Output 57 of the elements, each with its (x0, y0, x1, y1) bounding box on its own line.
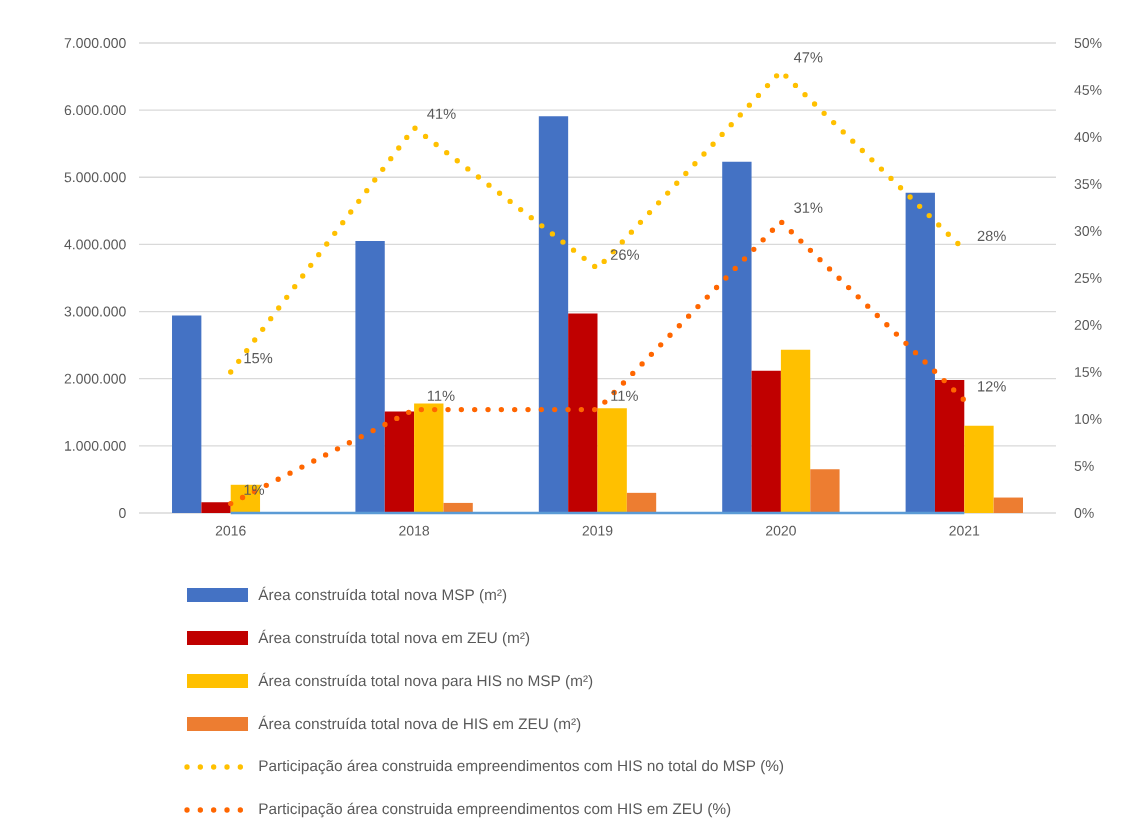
y2-tick-label: 15% (1075, 367, 1102, 377)
legend-label: Área construída total nova para HIS no MSP (m²) (258, 672, 593, 690)
x-tick-label: 2019 (582, 525, 613, 536)
bar (722, 161, 752, 513)
data-label: 47% (793, 52, 823, 63)
legend-label: Área construída total nova em ZEU (m²) (258, 629, 530, 647)
y2-tick-label: 40% (1074, 132, 1102, 142)
legend-label: Área construída total nova de HIS em ZEU (m²) (258, 715, 581, 733)
bar (414, 403, 444, 513)
bar (905, 192, 935, 513)
data-label: 28% (977, 230, 1006, 242)
bar (384, 411, 415, 513)
bar (751, 370, 781, 513)
bar (568, 313, 598, 513)
y2-tick-label: 30% (1074, 226, 1102, 236)
y-tick-label: 1.000.000 (65, 440, 126, 451)
y2-tick-label: 0% (1074, 508, 1094, 518)
bar (934, 380, 965, 513)
legend-label: Área construída total nova MSP (m²) (258, 586, 507, 604)
y-tick-label: 3.000.000 (64, 306, 126, 317)
y2-tick-label: 45% (1074, 85, 1102, 95)
y2-tick-label: 5% (1074, 461, 1094, 471)
x-tick-label: 2020 (766, 525, 796, 536)
y-tick-label: 6.000.000 (64, 105, 126, 116)
bar (538, 116, 569, 513)
bar (993, 497, 1023, 513)
y-tick-label: 4.000.000 (64, 239, 126, 250)
bar (626, 492, 657, 513)
bar (597, 408, 627, 513)
bar (201, 502, 231, 513)
data-label: 11% (611, 390, 638, 401)
bar (172, 315, 202, 513)
legend-label: Participação área construida empreendimentos com HIS no total do MSP (%) (259, 759, 784, 775)
data-label: 11% (427, 390, 455, 401)
y-tick-label: 5.000.000 (64, 172, 126, 183)
bar (810, 469, 840, 513)
y2-tick-label: 35% (1074, 179, 1102, 189)
y2-tick-label: 50% (1074, 38, 1102, 48)
y-tick-label: 2.000.000 (64, 373, 126, 384)
x-tick-label: 2021 (949, 525, 980, 536)
data-label: 15% (244, 352, 273, 364)
y2-tick-label: 10% (1075, 414, 1102, 424)
bar (443, 502, 473, 513)
legend-label: Participação área construida empreendimentos com HIS em ZEU (%) (259, 802, 731, 818)
bar (964, 425, 994, 513)
x-tick-label: 2016 (215, 525, 246, 536)
data-label: 12% (978, 381, 1006, 392)
x-tick-label: 2018 (399, 525, 430, 536)
data-label: 31% (794, 202, 823, 213)
y2-tick-label: 20% (1074, 320, 1102, 330)
bar (780, 349, 811, 513)
y-tick-label: 7.000.000 (64, 38, 126, 48)
bar (355, 241, 385, 513)
data-label: 41% (427, 108, 456, 119)
y2-tick-label: 25% (1074, 273, 1102, 283)
data-label: 26% (610, 249, 640, 260)
y-tick-label: 0 (119, 508, 126, 518)
